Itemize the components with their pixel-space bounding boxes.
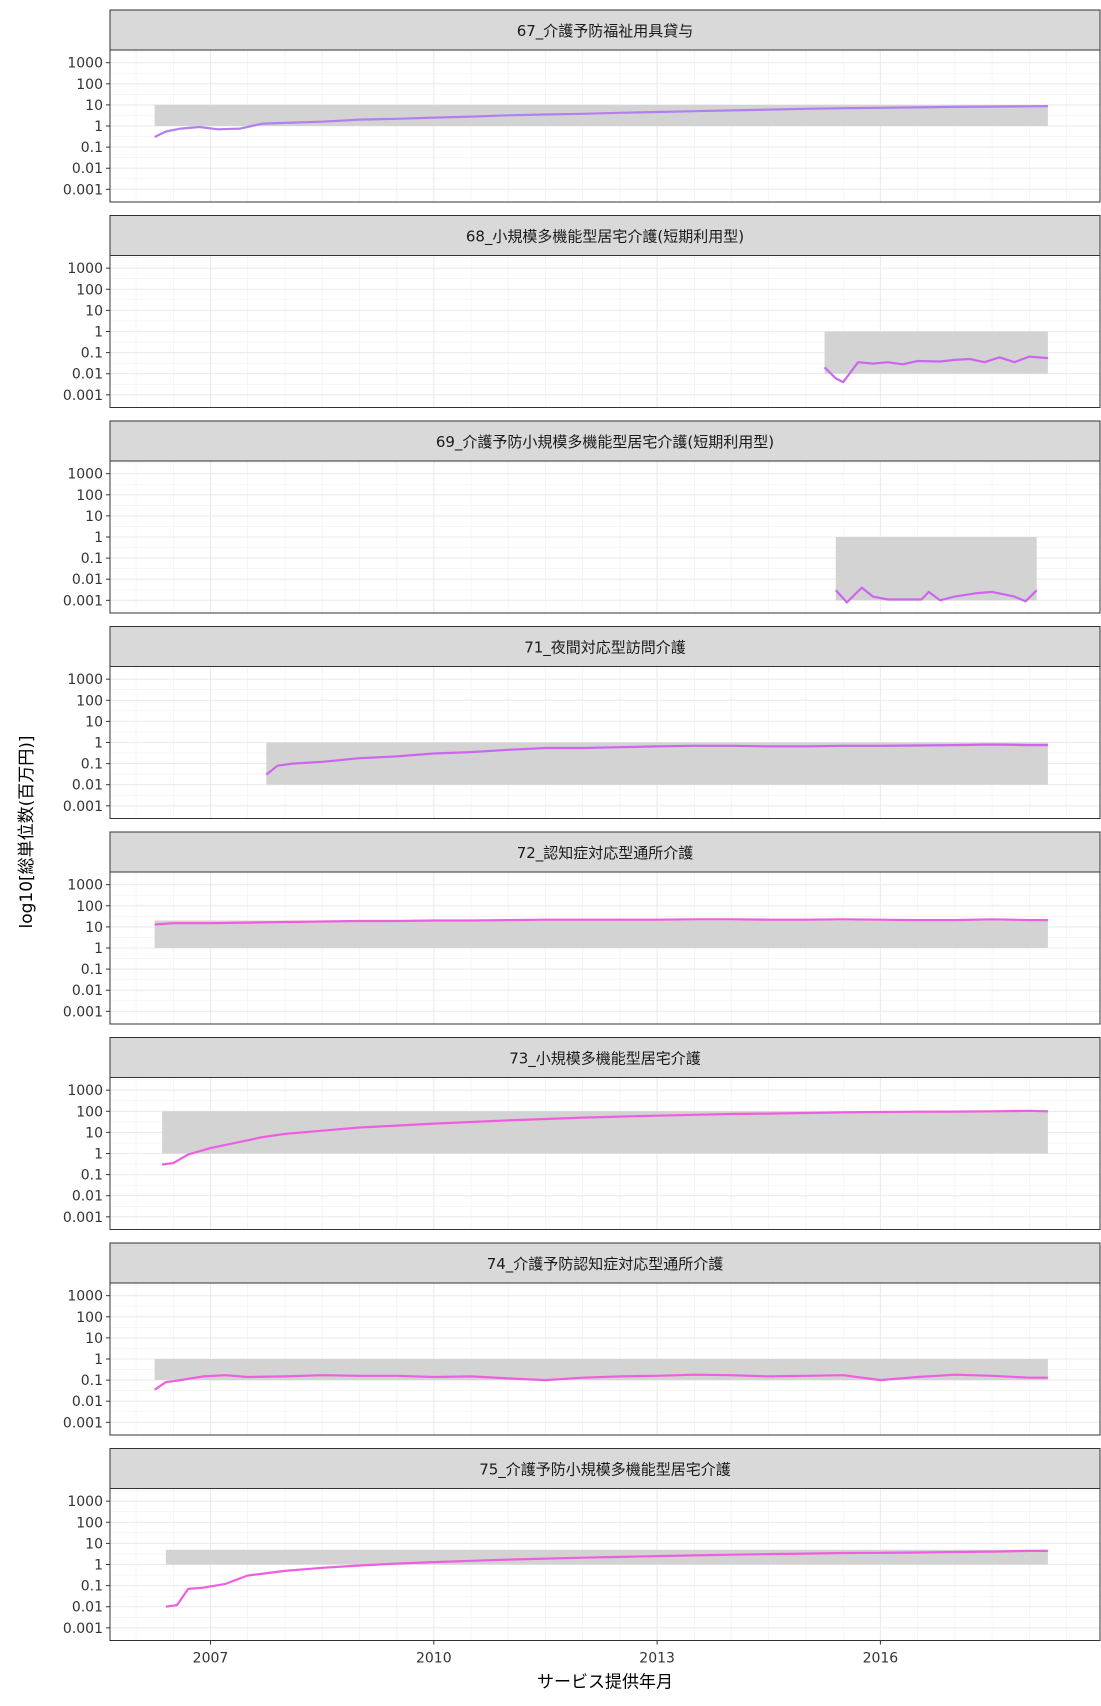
y-tick-label: 1000	[67, 467, 103, 483]
y-tick-label: 0.001	[63, 593, 103, 609]
y-tick-label: 100	[76, 1515, 103, 1531]
facet-strip-title: 72_認知症対応型通所介護	[517, 844, 694, 863]
facet-strip-title: 71_夜間対応型訪問介護	[524, 639, 686, 658]
y-tick-label: 1000	[67, 1289, 103, 1305]
y-tick-label: 10	[85, 714, 103, 730]
series-line	[165, 1549, 1048, 1608]
y-tick-label: 1000	[67, 56, 103, 72]
y-tick-label: 0.001	[63, 1621, 103, 1637]
facet-panel-7: 74_介護予防認知症対応型通所介護 1000 100 10 1 0.1 0.01 0.001	[63, 1242, 1101, 1436]
y-tick-label: 10	[85, 1536, 103, 1552]
y-tick-label: 1	[94, 325, 103, 341]
y-tick-label: 100	[76, 693, 103, 709]
y-tick-label: 1	[94, 530, 103, 546]
series-line	[265, 743, 1048, 776]
y-tick-label: 0.001	[63, 1210, 103, 1226]
y-tick-label: 100	[76, 282, 103, 298]
y-tick-label: 1	[94, 119, 103, 135]
y-tick-label: 1	[94, 736, 103, 752]
y-tick-label: 1000	[67, 261, 103, 277]
y-tick-label: 10	[85, 303, 103, 319]
y-tick-label: 1000	[67, 672, 103, 688]
y-tick-label: 0.001	[63, 182, 103, 198]
series-line	[823, 355, 1048, 384]
y-tick-label: 0.01	[72, 983, 103, 999]
y-tick-label: 10	[85, 98, 103, 114]
y-tick-label: 0.001	[63, 799, 103, 815]
facet-strip	[109, 215, 1101, 256]
series-line	[154, 1373, 1048, 1391]
y-axis-title: log10[総単位数(百万円)]	[17, 735, 37, 928]
y-tick-label: 0.1	[81, 1373, 103, 1389]
facet-strip-title: 68_小規模多機能型居宅介護(短期利用型)	[466, 228, 744, 247]
y-tick-label: 1000	[67, 1494, 103, 1510]
ribbon-band	[266, 742, 1048, 785]
ribbon-band	[835, 537, 1037, 601]
y-tick-label: 100	[76, 1310, 103, 1326]
x-tick-label: 2007	[193, 1651, 229, 1667]
x-tick-label: 2013	[639, 1651, 675, 1667]
facet-strip	[109, 1448, 1101, 1489]
y-tick-label: 0.1	[81, 140, 103, 156]
series-line	[834, 586, 1038, 604]
y-tick-label: 10	[85, 509, 103, 525]
series-line	[161, 1109, 1048, 1166]
y-tick-label: 0.001	[63, 1415, 103, 1431]
y-tick-label: 0.1	[81, 346, 103, 362]
y-tick-label: 0.01	[72, 1189, 103, 1205]
y-tick-label: 1000	[67, 878, 103, 894]
facet-strip-title: 67_介護予防福祉用具貸与	[517, 22, 694, 41]
y-tick-label: 10	[85, 920, 103, 936]
facet-panel-3: 69_介護予防小規模多機能型居宅介護(短期利用型) 1000 100 10 1 0.1 0.…	[63, 420, 1101, 614]
y-tick-label: 0.1	[81, 1579, 103, 1595]
facet-strip-title: 74_介護予防認知症対応型通所介護	[487, 1255, 724, 1274]
y-tick-label: 0.01	[72, 367, 103, 383]
y-tick-label: 1	[94, 941, 103, 957]
facet-strip	[109, 420, 1101, 462]
x-tick-label: 2010	[416, 1651, 452, 1667]
y-tick-label: 100	[76, 899, 103, 915]
facet-panel-1: 67_介護予防福祉用具貸与 1000 100 10 1 0.1 0.01 0.001	[63, 9, 1101, 203]
facet-strip-title: 69_介護予防小規模多機能型居宅介護(短期利用型)	[436, 433, 774, 452]
y-tick-label: 0.01	[72, 161, 103, 177]
ribbon-band	[154, 104, 1048, 126]
y-tick-label: 0.001	[63, 388, 103, 404]
y-tick-label: 1	[94, 1558, 103, 1574]
y-tick-label: 1	[94, 1352, 103, 1368]
facet-panel-8: 75_介護予防小規模多機能型居宅介護 1000 100 10 1 0.1 0.01 0.001…	[63, 1448, 1101, 1693]
facet-strip-title: 73_小規模多機能型居宅介護	[509, 1050, 701, 1069]
y-tick-label: 0.1	[81, 962, 103, 978]
x-tick-label: 2016	[863, 1651, 899, 1667]
y-tick-label: 10	[85, 1331, 103, 1347]
y-tick-label: 1	[94, 1147, 103, 1163]
facet-panel-5: 72_認知症対応型通所介護 1000 100 10 1 0.1 0.01 0.001	[63, 831, 1101, 1025]
y-tick-label: 100	[76, 1104, 103, 1120]
y-tick-label: 100	[76, 488, 103, 504]
facet-strip-title: 75_介護予防小規模多機能型居宅介護	[479, 1461, 731, 1480]
y-tick-label: 0.1	[81, 551, 103, 567]
y-tick-label: 0.01	[72, 1394, 103, 1410]
y-tick-label: 0.01	[72, 778, 103, 794]
y-tick-label: 0.01	[72, 572, 103, 588]
y-tick-label: 0.1	[81, 1168, 103, 1184]
facet-panel-2: 68_小規模多機能型居宅介護(短期利用型) 1000 100 10 1 0.1 0.01 0.…	[63, 215, 1101, 408]
y-tick-label: 100	[76, 77, 103, 93]
y-tick-label: 0.001	[63, 1004, 103, 1020]
x-axis-title: サービス提供年月	[537, 1673, 673, 1693]
facet-strip	[109, 9, 1101, 51]
y-tick-label: 10	[85, 1125, 103, 1141]
series-line	[154, 105, 1048, 138]
y-tick-label: 1000	[67, 1083, 103, 1099]
facet-panel-6: 73_小規模多機能型居宅介護 1000 100 10 1 0.1 0.01 0.001	[63, 1037, 1101, 1230]
series-line	[154, 918, 1048, 926]
y-tick-label: 0.01	[72, 1600, 103, 1616]
ribbon-band	[154, 920, 1048, 948]
facet-strip	[109, 626, 1101, 667]
ribbon-band	[824, 331, 1048, 374]
y-tick-label: 0.1	[81, 757, 103, 773]
facet-strip	[109, 831, 1101, 873]
facet-panel-4: 71_夜間対応型訪問介護 1000 100 10 1 0.1 0.01 0.001	[63, 626, 1101, 819]
